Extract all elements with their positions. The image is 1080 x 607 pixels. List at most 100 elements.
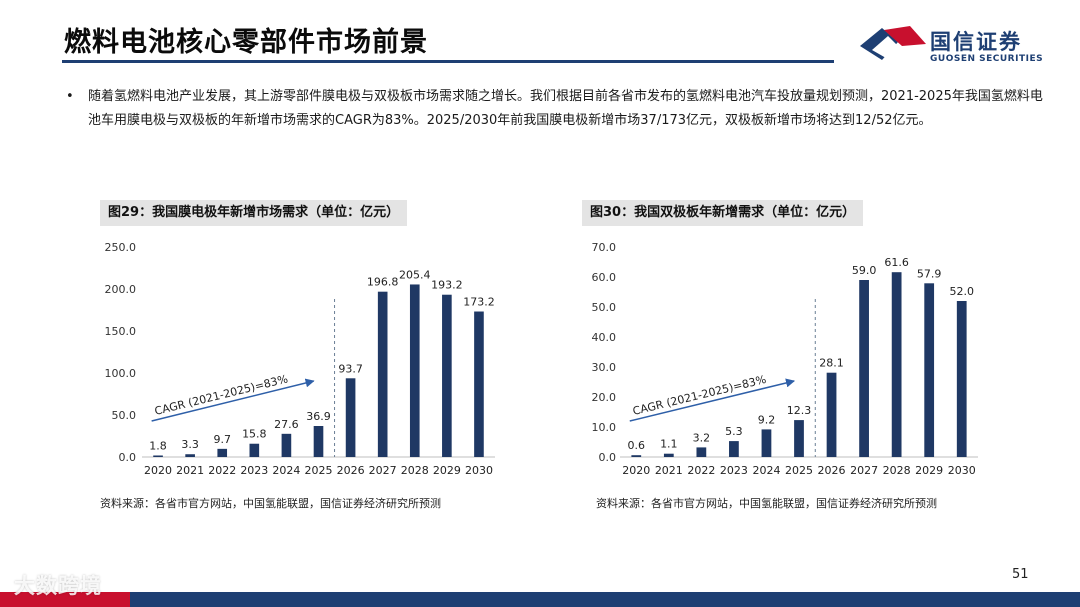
- logo-mark-icon: [860, 26, 926, 60]
- bar-2030: [474, 311, 484, 457]
- bar-2024: [281, 433, 292, 457]
- data-label-2026: 93.7: [338, 362, 363, 375]
- bar-2026: [345, 378, 356, 457]
- bar-2021: [185, 454, 195, 457]
- brand-logo: 国信证券 GUOSEN SECURITIES: [858, 24, 1058, 68]
- y-tick-label: 40.0: [592, 331, 617, 344]
- y-tick-label: 30.0: [592, 361, 617, 374]
- cagr-annotation: CAGR (2021-2025)=83%: [631, 373, 767, 418]
- x-tick-2029: 2029: [433, 464, 461, 477]
- bar-2024: [761, 429, 772, 457]
- x-tick-2029: 2029: [915, 464, 943, 477]
- chart-membrane-electrode: 0.0 50.0 100.0 150.0 200.0 250.0 1.8 2020 3.3 202…: [105, 241, 495, 477]
- x-tick-2025: 2025: [785, 464, 813, 477]
- data-label-2020: 0.6: [628, 439, 646, 452]
- x-tick-2026: 2026: [337, 464, 365, 477]
- page-title: 燃料电池核心零部件市场前景: [64, 27, 428, 58]
- x-tick-2023: 2023: [720, 464, 748, 477]
- data-label-2021: 3.3: [181, 438, 199, 451]
- x-tick-2023: 2023: [240, 464, 268, 477]
- data-label-2025: 12.3: [787, 404, 812, 417]
- y-tick-label: 0.0: [119, 451, 137, 464]
- y-tick-label: 50.0: [592, 301, 617, 314]
- x-tick-2021: 2021: [655, 464, 683, 477]
- data-label-2027: 196.8: [367, 276, 399, 289]
- logo-text-cn: 国信证券: [930, 30, 1022, 54]
- data-label-2028: 205.4: [399, 268, 431, 281]
- x-tick-2020: 2020: [622, 464, 650, 477]
- y-tick-label: 150.0: [105, 325, 137, 338]
- cagr-arrow: [151, 378, 315, 422]
- data-label-2025: 36.9: [306, 410, 331, 423]
- chart-title-bipolar: 图30：我国双极板年新增需求（单位：亿元）: [582, 200, 864, 226]
- data-label-2026: 28.1: [819, 357, 844, 370]
- footer-bar: [0, 592, 1080, 607]
- data-label-2029: 193.2: [431, 279, 463, 292]
- y-tick-label: 60.0: [592, 271, 617, 284]
- bar-2020: [631, 455, 642, 457]
- footer-accent: [0, 592, 130, 607]
- bar-2021: [663, 453, 674, 457]
- data-label-2023: 5.3: [725, 425, 743, 438]
- logo-text-en: GUOSEN SECURITIES: [930, 54, 1044, 64]
- data-label-2029: 57.9: [917, 267, 942, 280]
- data-label-2030: 52.0: [949, 285, 974, 298]
- data-label-2024: 27.6: [274, 418, 299, 431]
- x-tick-2024: 2024: [272, 464, 300, 477]
- data-label-2022: 9.7: [213, 433, 231, 446]
- x-tick-2030: 2030: [465, 464, 493, 477]
- bar-2026: [826, 372, 837, 457]
- y-tick-label: 10.0: [592, 421, 617, 434]
- x-tick-2021: 2021: [176, 464, 204, 477]
- x-tick-2030: 2030: [948, 464, 976, 477]
- y-tick-label: 200.0: [105, 283, 137, 296]
- bullet-icon: •: [66, 89, 74, 104]
- chart-bipolar-plate: 0.0 10.0 20.0 30.0 40.0 50.0 60.0 70.0 0.6 2020 1.…: [592, 241, 978, 477]
- x-tick-2024: 2024: [752, 464, 780, 477]
- bar-2025: [313, 426, 324, 457]
- y-tick-label: 250.0: [105, 241, 137, 254]
- bar-2027: [859, 280, 869, 457]
- bar-2022: [217, 448, 228, 457]
- bar-2022: [696, 447, 707, 457]
- bar-2028: [891, 272, 902, 457]
- x-tick-2027: 2027: [850, 464, 878, 477]
- bar-2029: [924, 283, 935, 457]
- y-tick-label: 50.0: [112, 409, 137, 422]
- x-tick-2027: 2027: [369, 464, 397, 477]
- x-tick-2025: 2025: [305, 464, 333, 477]
- y-tick-label: 100.0: [105, 367, 137, 380]
- bar-2028: [409, 284, 420, 457]
- data-label-2030: 173.2: [463, 296, 495, 309]
- data-label-2022: 3.2: [693, 431, 711, 444]
- chart-title-membrane: 图29：我国膜电极年新增市场需求（单位：亿元）: [100, 200, 408, 226]
- cagr-arrow: [629, 378, 795, 422]
- bar-2023: [729, 441, 739, 457]
- bar-2029: [442, 294, 452, 457]
- source-note-bipolar: 资料来源：各省市官方网站，中国氢能联盟，国信证券经济研究所预测: [596, 497, 937, 510]
- y-tick-label: 70.0: [592, 241, 617, 254]
- bar-2025: [794, 420, 804, 457]
- data-label-2024: 9.2: [758, 413, 776, 426]
- data-label-2027: 59.0: [852, 264, 877, 277]
- bar-2023: [249, 443, 260, 457]
- cagr-annotation: CAGR (2021-2025)=83%: [153, 372, 289, 418]
- x-tick-2020: 2020: [144, 464, 172, 477]
- watermark: 大数跨境: [14, 574, 102, 598]
- data-label-2021: 1.1: [660, 438, 678, 451]
- page-number: 51: [1012, 567, 1029, 582]
- x-tick-2022: 2022: [687, 464, 715, 477]
- x-tick-2028: 2028: [883, 464, 911, 477]
- x-tick-2022: 2022: [208, 464, 236, 477]
- summary-paragraph: 随着氢燃料电池产业发展，其上游零部件膜电极与双极板市场需求随之增长。我们根据目前…: [88, 89, 1043, 128]
- y-tick-label: 20.0: [592, 391, 617, 404]
- y-tick-label: 0.0: [599, 451, 617, 464]
- bar-2020: [153, 455, 163, 457]
- bar-2027: [377, 291, 388, 457]
- x-tick-2026: 2026: [818, 464, 846, 477]
- title-divider: [62, 60, 834, 63]
- data-label-2028: 61.6: [884, 256, 909, 269]
- source-note-membrane: 资料来源：各省市官方网站，中国氢能联盟，国信证券经济研究所预测: [100, 497, 441, 510]
- x-tick-2028: 2028: [401, 464, 429, 477]
- data-label-2020: 1.8: [149, 439, 167, 452]
